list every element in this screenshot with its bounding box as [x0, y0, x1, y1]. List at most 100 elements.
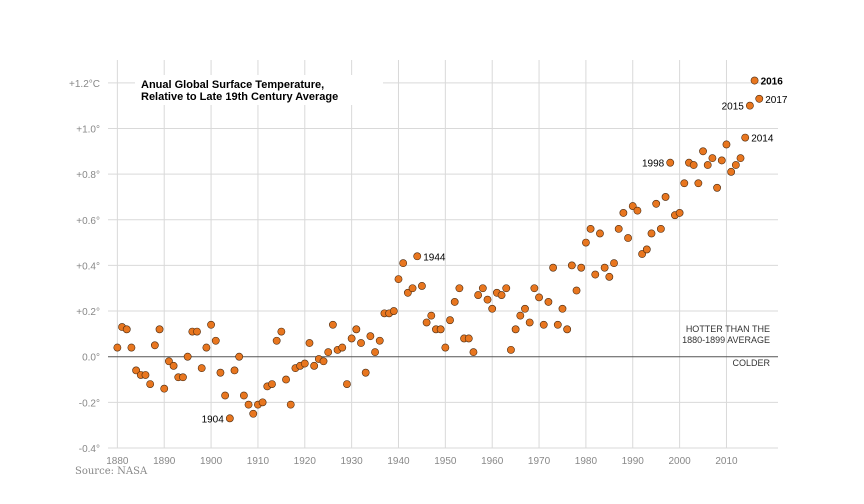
- data-point: [446, 316, 454, 325]
- data-point: [478, 284, 487, 293]
- data-point: [567, 261, 576, 270]
- data-point: [483, 295, 492, 304]
- data-point: [230, 366, 239, 375]
- data-point: [745, 101, 754, 110]
- data-point: [408, 284, 417, 293]
- data-point: [141, 371, 150, 379]
- data-point: [741, 133, 750, 142]
- data-point: [169, 361, 178, 370]
- data-point: [146, 380, 155, 388]
- point-label: 2017: [765, 95, 788, 106]
- data-point: [211, 336, 220, 345]
- data-point: [591, 270, 600, 279]
- data-point: [497, 291, 506, 299]
- data-point: [553, 320, 562, 329]
- data-point: [638, 250, 647, 258]
- data-point: [319, 357, 328, 366]
- data-point: [652, 199, 661, 208]
- data-point: [389, 307, 398, 315]
- data-point: [642, 245, 651, 254]
- hotter-annotation-line2: 1880-1899 AVERAGE: [682, 335, 770, 345]
- data-point: [633, 206, 642, 215]
- data-point: [183, 352, 192, 361]
- data-point: [586, 224, 595, 233]
- data-point: [310, 361, 319, 370]
- data-point: [305, 339, 314, 347]
- data-point: [338, 343, 347, 352]
- hotter-annotation-line1: HOTTER THAN THE: [686, 324, 770, 334]
- data-point: [549, 263, 558, 272]
- data-point: [202, 343, 211, 352]
- data-point: [624, 234, 632, 242]
- data-point: [150, 341, 159, 350]
- point-label: 2015: [722, 102, 745, 113]
- data-point: [507, 345, 515, 354]
- data-point: [699, 147, 707, 156]
- data-point: [239, 391, 248, 400]
- data-point: [375, 336, 384, 345]
- y-tick-label: +1.0°: [76, 124, 100, 135]
- data-point: [122, 325, 131, 334]
- grid-lines: [108, 60, 778, 449]
- data-point: [155, 325, 164, 334]
- data-point: [268, 380, 276, 388]
- data-point: [689, 161, 698, 169]
- data-point: [656, 224, 665, 233]
- data-point: [436, 325, 445, 334]
- y-tick-label: +1.2°C: [69, 79, 100, 90]
- y-tick-label: 0.0°: [82, 353, 100, 364]
- data-point: [357, 339, 365, 347]
- data-point: [572, 286, 581, 295]
- y-tick-label: -0.4°: [79, 444, 100, 455]
- data-point: [225, 414, 234, 423]
- data-point: [680, 179, 689, 188]
- data-point: [216, 368, 225, 377]
- data-point: [722, 140, 731, 149]
- data-point: [328, 320, 337, 329]
- data-point: [394, 275, 403, 284]
- data-point: [464, 334, 473, 343]
- data-point: [600, 263, 609, 272]
- data-point: [132, 366, 141, 375]
- data-point: [221, 391, 230, 400]
- data-point: [675, 209, 684, 217]
- data-point: [160, 384, 169, 393]
- source-note: Source: NASA: [75, 466, 148, 477]
- y-tick-label: +0.8°: [76, 170, 100, 181]
- data-point: [525, 318, 534, 327]
- y-tick-label: -0.2°: [79, 398, 100, 409]
- data-point: [366, 332, 375, 341]
- data-point: [403, 288, 412, 297]
- x-tick-label: 1890: [153, 456, 176, 467]
- data-point: [413, 252, 422, 261]
- x-tick-label: 1930: [341, 456, 364, 467]
- x-tick-label: 1940: [387, 456, 410, 467]
- data-point: [502, 284, 511, 293]
- colder-annotation: COLDER: [732, 358, 770, 368]
- data-point: [694, 179, 703, 188]
- data-point: [703, 161, 712, 169]
- point-label: 2016: [761, 77, 784, 88]
- y-tick-label: +0.2°: [76, 307, 100, 318]
- data-point: [371, 348, 379, 357]
- y-tick-label: +0.6°: [76, 216, 100, 227]
- data-point: [127, 343, 136, 352]
- data-point: [535, 293, 543, 302]
- data-point: [577, 263, 586, 272]
- x-tick-label: 1990: [622, 456, 645, 467]
- data-point: [286, 400, 295, 409]
- x-tick-label: 1960: [481, 456, 504, 467]
- data-point: [511, 325, 520, 334]
- data-point: [661, 193, 670, 201]
- data-point: [244, 400, 253, 409]
- data-point: [113, 343, 122, 352]
- data-point: [258, 398, 267, 407]
- data-point: [708, 154, 717, 163]
- data-point: [516, 311, 525, 320]
- data-point: [539, 320, 548, 329]
- data-point: [399, 259, 408, 268]
- data-point: [628, 202, 637, 210]
- data-point: [272, 336, 281, 345]
- x-tick-label: 1980: [575, 456, 598, 467]
- data-point: [343, 380, 351, 388]
